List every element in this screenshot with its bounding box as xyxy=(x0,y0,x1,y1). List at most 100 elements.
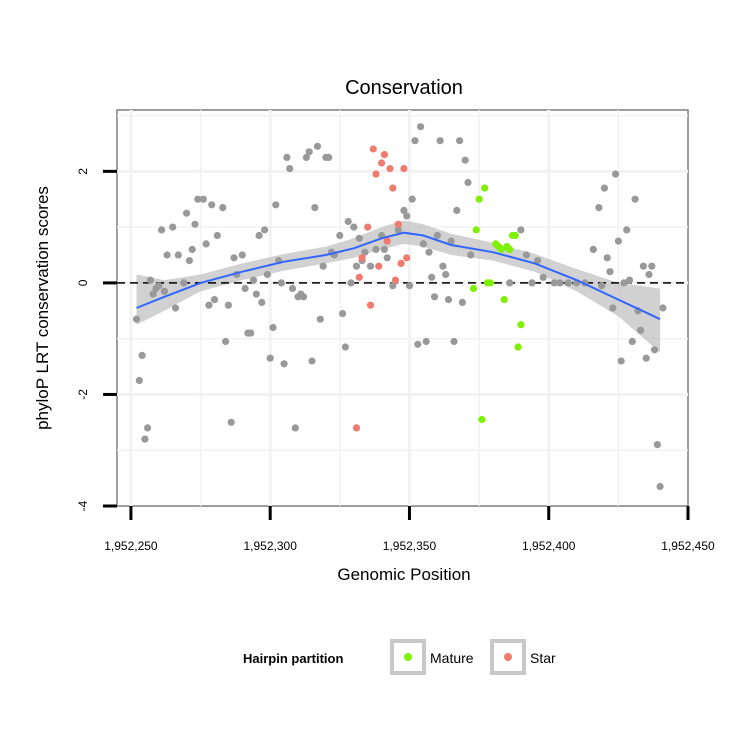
data-point-other xyxy=(383,254,391,262)
smooth-curve xyxy=(136,231,661,321)
data-point-star xyxy=(391,276,400,284)
data-point-other xyxy=(656,482,664,491)
data-point-other xyxy=(208,201,216,209)
data-point-other xyxy=(617,357,625,365)
data-point-other xyxy=(191,220,199,228)
data-point-other xyxy=(653,441,662,449)
data-point-other xyxy=(302,153,310,161)
data-point-other xyxy=(205,301,213,309)
data-point-mature xyxy=(497,245,505,253)
plot-panel xyxy=(116,109,689,507)
data-point-other xyxy=(600,184,609,192)
data-point-other xyxy=(419,240,427,248)
legend-label-mature: Mature xyxy=(430,650,474,666)
data-point-other xyxy=(180,279,188,287)
data-point-other xyxy=(651,346,659,354)
data-point-star xyxy=(369,145,377,153)
data-point-mature xyxy=(506,245,514,253)
data-point-star xyxy=(358,254,366,262)
data-point-other xyxy=(141,435,149,443)
data-point-other xyxy=(467,251,475,259)
data-point-other xyxy=(230,254,238,262)
data-point-other xyxy=(366,262,375,270)
data-point-other xyxy=(210,296,219,304)
data-point-other xyxy=(261,226,269,234)
data-point-other xyxy=(528,279,536,287)
data-point-other xyxy=(194,195,202,203)
data-point-other xyxy=(659,304,667,312)
data-point-star xyxy=(403,254,411,262)
data-point-other xyxy=(247,329,255,337)
data-point-other xyxy=(631,195,639,203)
data-point-other xyxy=(241,284,249,293)
data-point-other xyxy=(325,153,333,161)
legend: Hairpin partition Mature Star xyxy=(243,639,556,675)
data-point-star xyxy=(394,220,402,228)
legend-key-star xyxy=(504,653,512,661)
data-point-other xyxy=(464,178,472,187)
data-point-star xyxy=(366,301,375,309)
data-point-other xyxy=(344,217,352,226)
data-point-star xyxy=(372,170,380,178)
data-point-star xyxy=(389,184,397,192)
data-point-mature xyxy=(514,343,522,351)
data-point-other xyxy=(450,337,458,346)
data-point-other xyxy=(564,279,572,287)
data-point-other xyxy=(442,270,450,279)
data-point-other xyxy=(609,304,617,312)
data-point-other xyxy=(202,240,210,248)
data-point-other xyxy=(606,268,614,276)
data-point-other xyxy=(219,204,227,212)
data-point-other xyxy=(361,248,369,256)
data-point-star xyxy=(378,159,386,167)
data-point-star xyxy=(380,151,388,159)
y-tick-label: 0 xyxy=(76,279,90,286)
data-point-other xyxy=(185,257,193,265)
data-point-other xyxy=(408,195,416,203)
data-point-other xyxy=(444,296,453,304)
y-tick-label: -4 xyxy=(76,500,90,511)
data-point-other xyxy=(238,251,246,259)
chart-title: Conservation xyxy=(345,77,463,99)
data-point-other xyxy=(347,279,355,287)
data-point-other xyxy=(227,418,235,426)
data-point-other xyxy=(252,290,260,298)
x-tick-label: 1,952,350 xyxy=(383,539,437,553)
data-point-other xyxy=(249,276,258,284)
data-point-other xyxy=(461,156,469,164)
y-tick-label: -2 xyxy=(76,389,90,400)
gridlines xyxy=(117,110,688,506)
data-point-other xyxy=(411,137,419,145)
data-point-other xyxy=(403,212,411,220)
data-point-other xyxy=(405,282,414,290)
data-point-other xyxy=(428,273,436,281)
y-tick-label: 2 xyxy=(76,168,90,175)
data-point-other xyxy=(414,340,422,348)
data-point-other xyxy=(277,279,285,287)
data-point-mature xyxy=(511,231,519,240)
data-point-star xyxy=(355,273,363,281)
data-point-mature xyxy=(500,296,508,304)
data-point-other xyxy=(171,304,180,312)
data-point-other xyxy=(645,270,653,279)
data-point-other xyxy=(263,270,271,279)
data-point-other xyxy=(305,148,313,156)
data-point-other xyxy=(160,287,168,295)
data-point-other xyxy=(316,315,324,323)
y-axis-label: phyloP LRT conservation scores xyxy=(33,186,52,430)
data-point-star xyxy=(383,237,391,245)
data-point-other xyxy=(422,337,430,346)
data-point-other xyxy=(458,298,466,306)
data-point-other xyxy=(132,315,141,323)
data-point-other xyxy=(283,153,291,161)
data-point-other xyxy=(308,357,316,365)
data-point-mature xyxy=(517,321,525,329)
data-point-other xyxy=(174,251,182,259)
data-point-other xyxy=(199,195,207,203)
data-point-other xyxy=(372,245,380,253)
data-point-other xyxy=(556,279,564,287)
data-point-other xyxy=(280,360,288,368)
data-point-other xyxy=(417,123,425,131)
data-point-star xyxy=(397,259,405,267)
data-point-other xyxy=(286,165,294,173)
